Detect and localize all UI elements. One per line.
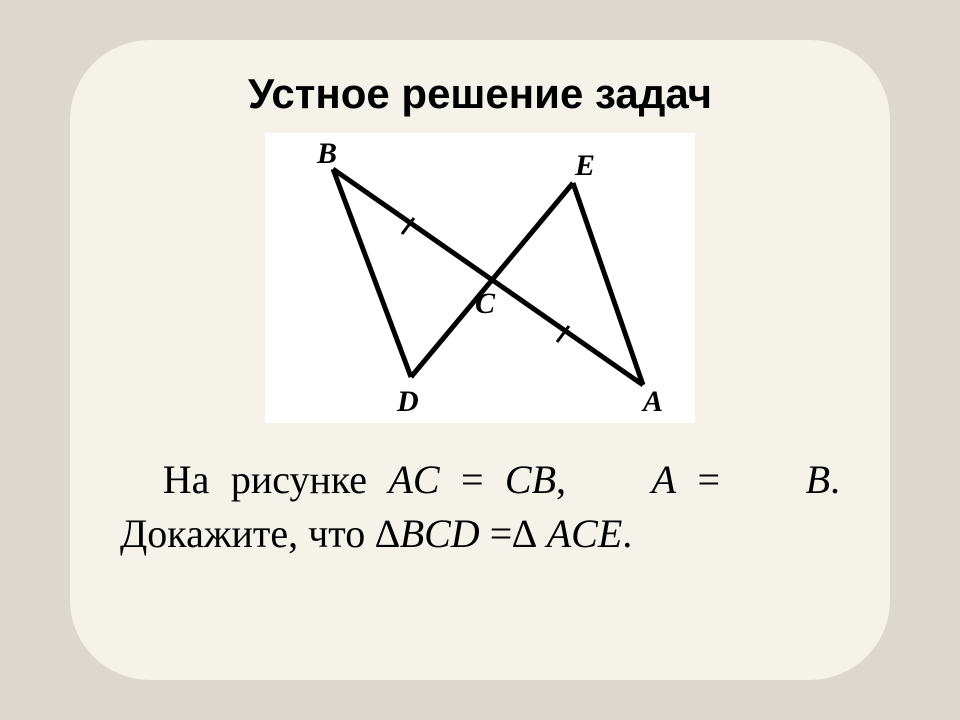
text-ace: ACE	[547, 511, 623, 556]
label-d: D	[396, 385, 419, 418]
text-prefix2: Докажите, что ∆	[120, 511, 400, 556]
label-a: A	[641, 385, 663, 418]
problem-statement: На рисунке AC = CB, A = B. Докажите, что…	[110, 453, 850, 561]
text-comma1: ,	[556, 457, 652, 502]
text-period1: .	[830, 457, 840, 502]
text-ac: AC	[388, 457, 439, 502]
label-e: E	[574, 149, 595, 182]
text-eq1: =	[440, 457, 505, 502]
text-period2: .	[622, 511, 632, 556]
text-cb: CB	[505, 457, 556, 502]
edge-b-d	[333, 169, 411, 377]
text-bcd: BCD	[400, 511, 480, 556]
text-eq3: =	[480, 511, 513, 556]
slide-card: Устное решение задач B E C D A На рисунк…	[70, 40, 890, 680]
text-a: A	[652, 457, 676, 502]
text-delta2: ∆	[512, 511, 546, 556]
diagram-container: B E C D A	[265, 133, 695, 423]
edge-e-a	[573, 183, 643, 385]
label-c: C	[475, 287, 496, 320]
edge-b-a	[333, 169, 643, 385]
label-b: B	[316, 137, 337, 170]
text-b: B	[806, 457, 830, 502]
triangle-diagram: B E C D A	[265, 133, 695, 423]
edge-d-e	[411, 183, 573, 377]
slide-title: Устное решение задач	[110, 70, 850, 118]
text-prefix1: На рисунке	[120, 457, 388, 502]
text-eq2: =	[676, 457, 806, 502]
